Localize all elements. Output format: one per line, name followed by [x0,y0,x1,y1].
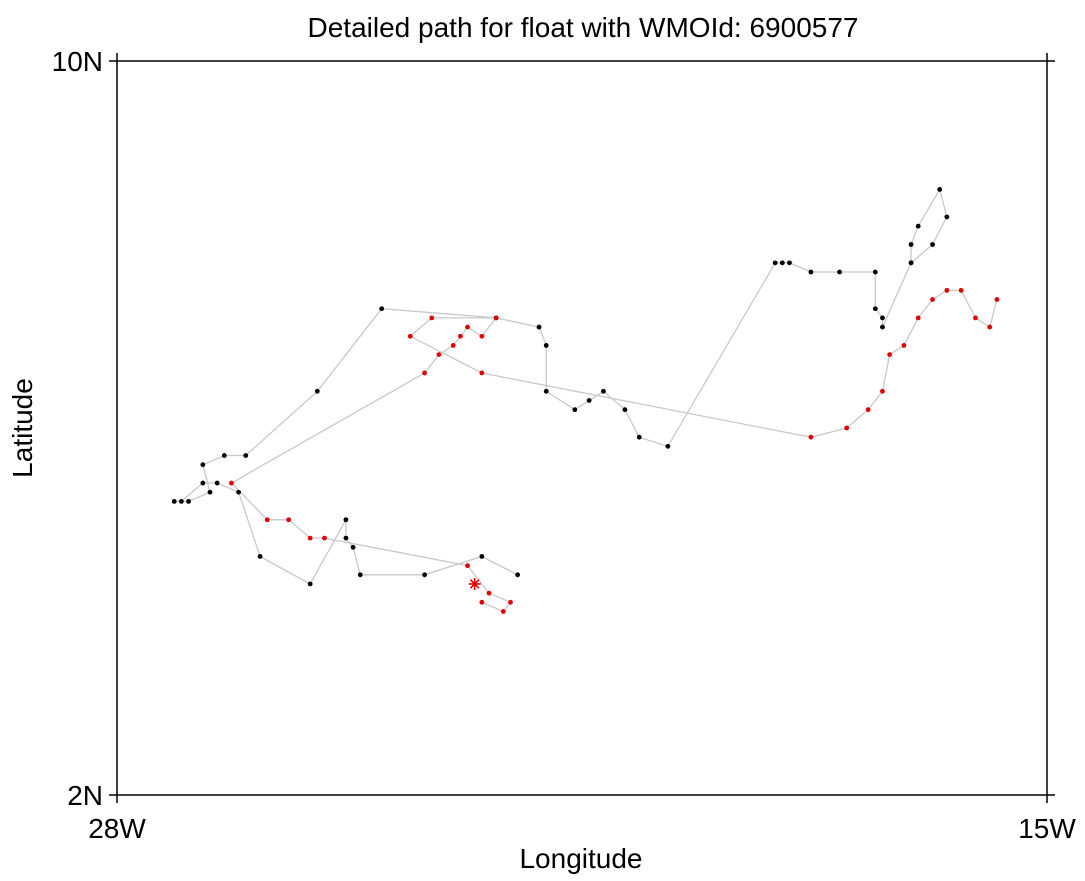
path-point-black [872,306,878,312]
path-point-black [343,517,349,523]
path-point-red [407,333,413,339]
y-tick-label: 10N [52,46,103,77]
path-point-black [422,572,428,578]
path-point-red [944,287,950,293]
path-point-black [307,581,313,587]
path-point-black [207,489,213,495]
path-point-black [200,462,206,468]
path-point-red [808,434,814,440]
path-point-red [307,535,313,541]
path-point-red [994,297,1000,302]
plot-frame [116,60,1048,796]
path-point-red [465,563,470,569]
path-point-black [543,388,549,394]
path-point-black [379,306,385,312]
path-point-red [973,315,978,321]
path-point-red [479,599,485,605]
path-point-black [880,315,885,321]
path-point-red [479,333,485,339]
path-point-black [872,269,878,275]
path-point-black [543,343,549,348]
path-point-red [958,287,964,293]
path-point-black [908,260,914,266]
path-point-black [257,554,263,559]
chart-title: Detailed path for float with WMOId: 6900… [308,12,859,43]
path-point-black [186,499,191,504]
path-point-black [787,260,792,266]
path-point-red [479,370,485,376]
path-point-red [450,343,456,348]
path-point-black [586,398,592,403]
axis-ticks: 28W 15W 2N 10N [52,46,1077,844]
path-point-black [572,407,578,413]
path-point-red [880,388,885,394]
path-point-red [493,315,499,321]
path-point-black [772,260,778,266]
path-point-black [243,453,249,458]
path-point-red [844,425,850,431]
path-point-red [901,343,907,348]
y-axis-label: Latitude [7,378,38,478]
path-point-black [944,214,950,220]
path-point-black [350,544,356,550]
path-point-black [479,554,485,559]
path-point-black [214,480,220,486]
path-point-black [236,489,242,495]
path-point-black [515,572,521,578]
path-point-black [601,388,606,394]
path-point-black [665,443,671,449]
path-point-red [887,352,893,357]
path-point-red [429,315,435,321]
path-point-black [200,480,206,486]
path-point-red [457,333,463,339]
path-point-black [314,388,320,394]
path-point-black [622,407,628,413]
path-point-black [343,535,349,541]
path-point-black [880,324,885,330]
path-point-red [264,517,270,523]
path-point-red [500,609,506,614]
path-point-black [357,572,363,578]
path-point-black [837,269,842,275]
path-point-red [987,324,993,330]
path-point-black [171,499,177,504]
path-point-red [865,407,871,413]
path-point-red [422,370,428,376]
path-point-black [178,499,184,504]
end-asterisk-stroke [469,579,480,589]
path-point-black [930,242,935,247]
x-tick-label: 28W [88,813,146,844]
path-point-black [221,453,227,458]
path-point-black [908,242,914,247]
path-point-black [915,223,921,229]
path-point-red [930,297,935,302]
path-point-black [636,434,642,440]
path-point-black [536,324,542,330]
path-point-red [915,315,921,321]
path-point-red [322,535,327,541]
y-tick-label: 2N [67,780,103,811]
end-asterisk-marker [468,577,481,590]
path-point-red [486,590,492,596]
path-point-red [508,599,513,605]
path-point-red [436,352,442,357]
end-marker [468,577,481,590]
path-point-black [937,187,943,192]
x-tick-label: 15W [1018,813,1076,844]
path-point-red [229,480,234,486]
path-point-red [286,517,292,523]
path-point-red [465,324,470,330]
x-axis-label: Longitude [519,843,642,874]
path-points [171,187,1000,614]
path-point-black [808,269,814,275]
path-point-black [779,260,785,266]
